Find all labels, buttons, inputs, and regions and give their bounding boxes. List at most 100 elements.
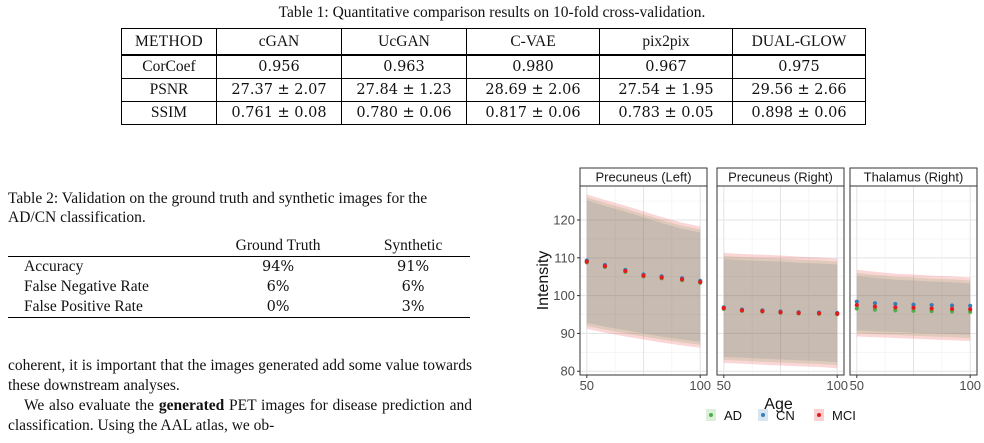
table1-cell: 0.963 [341,54,467,79]
data-point-mci [854,302,859,308]
data-point-mci [698,279,703,285]
table1-row-label: PSNR [121,78,217,102]
table1-cell: 0.956 [216,54,342,79]
body-text-span: PET images for disease prediction and cl… [8,397,473,434]
comparison-table: METHOD cGAN UcGAN C-VAE pix2pix DUAL-GLO… [121,28,866,125]
table2-cell: 3% [356,297,470,318]
table2-cell: 6% [266,279,290,295]
table1-cell: 0.817 ± 0.06 [466,101,600,125]
data-point-ad [911,308,916,313]
confidence-band [586,197,701,345]
table1-caption: Table 1: Quantitative comparison results… [278,4,706,21]
x-tick-label: 50 [580,378,594,393]
y-tick-label: 110 [554,250,575,265]
table1-cell-best: 29.56 ± 2.66 [732,78,866,102]
table1-row: SSIM 0.761 ± 0.08 0.780 ± 0.06 0.817 ± 0… [121,101,866,125]
table1-cell: 27.37 ± 2.07 [216,78,342,102]
y-axis-title: Intensity [535,251,552,311]
data-point-mci [623,268,628,274]
x-tick-label: 50 [850,378,864,393]
table1-cell-best: 0.980 [466,54,600,79]
data-point-mci [778,310,783,315]
data-point-cn [968,303,973,308]
legend-label-ad: AD [724,408,742,423]
body-paragraph: We also evaluate the generated PET image… [8,396,472,436]
table1-row-label: CorCoef [121,54,217,79]
table2-row: Accuracy 94% 91% [8,257,470,278]
facet-strip-label: Precuneus (Left) [595,170,691,185]
x-tick-label: 100 [689,378,711,393]
table1-cell: 0.783 ± 0.05 [599,101,733,125]
table1-cell: 28.69 ± 2.06 [466,78,600,102]
data-point-mci [968,307,973,312]
facet-strip-label: Thalamus (Right) [864,170,964,185]
data-point-mci [893,305,898,310]
data-point-cn [949,303,955,308]
table2-cell: 91% [396,259,430,275]
table1-column-header: DUAL-GLOW [732,28,866,56]
intensity-by-age-chart: Precuneus (Left) 50 100 Precuneus (Right) 50… [530,163,984,438]
data-point-mci [739,308,745,313]
table1-cell: 27.84 ± 1.23 [341,78,467,102]
y-tick-label: 100 [553,288,575,303]
table1-column-header: pix2pix [599,28,733,56]
data-point-cn [872,301,878,306]
body-bold-span: generated [158,397,225,414]
table2-cell: 0% [200,297,357,318]
table2-cell: 94% [261,259,295,275]
y-tick-label: 120 [553,213,575,228]
legend-label-mci: MCI [832,408,856,423]
body-text-span: We also evaluate the [24,397,159,414]
table1-header-row: METHOD cGAN UcGAN C-VAE pix2pix DUAL-GLO… [121,28,866,56]
table2-header-row: Ground Truth Synthetic [8,236,470,257]
data-point-mci [835,311,840,316]
table1-corner: METHOD [121,28,217,56]
y-tick-label: 80 [561,364,575,379]
table2-row-label: Accuracy [24,258,84,275]
table2-row-label: False Positive Rate [8,297,200,318]
confidence-band [586,200,701,342]
data-point-cn [911,302,916,307]
table1-cell: 0.967 [599,54,733,79]
panel-border [716,185,845,376]
table2-row: False Positive Rate 0% 3% [8,297,470,318]
data-point-mci [796,310,801,316]
legend-label-cn: CN [776,408,795,423]
data-point-mci [679,277,685,282]
data-point-mci [584,259,589,264]
data-point-mci [949,306,955,311]
table1-column-header: UcGAN [341,28,467,56]
table2-row-label: False Negative Rate [24,278,149,295]
table2-corner [8,236,200,257]
data-point-mci [911,305,916,310]
data-point-mci [872,304,878,309]
data-point-ad [854,306,859,311]
table1-column-header: C-VAE [466,28,600,56]
data-point-cn [854,299,859,304]
data-point-mci [641,273,646,278]
body-paragraph: coherent, it is important that the image… [8,357,472,394]
data-point-mci [721,305,726,311]
data-point-mci [816,311,822,316]
data-point-ad [893,308,898,313]
confidence-band [586,194,701,348]
table2-caption: Table 2: Validation on the ground truth … [8,190,428,226]
table1-row: PSNR 27.37 ± 2.07 27.84 ± 1.23 28.69 ± 2… [121,78,866,102]
data-point-cn [929,302,934,308]
table1-cell: 0.975 [732,54,866,79]
data-point-mci [760,309,765,314]
table2-cell: 6% [401,279,425,295]
table1-row-label: SSIM [121,101,217,125]
table2-column-header: Ground Truth [200,236,357,257]
legend-point-mci [817,413,821,417]
x-tick-label: 50 [717,378,731,393]
data-point-mci [659,275,664,280]
classification-table: Ground Truth Synthetic Accuracy 94% 91% … [8,236,470,318]
table2-column-header: Synthetic [356,236,470,257]
table1-cell-best: 0.898 ± 0.06 [732,101,866,125]
y-tick-label: 90 [561,326,575,341]
table2-row: False Negative Rate 6% 6% [8,277,470,297]
x-axis-title: Age [764,396,793,413]
data-point-mci [602,264,608,269]
